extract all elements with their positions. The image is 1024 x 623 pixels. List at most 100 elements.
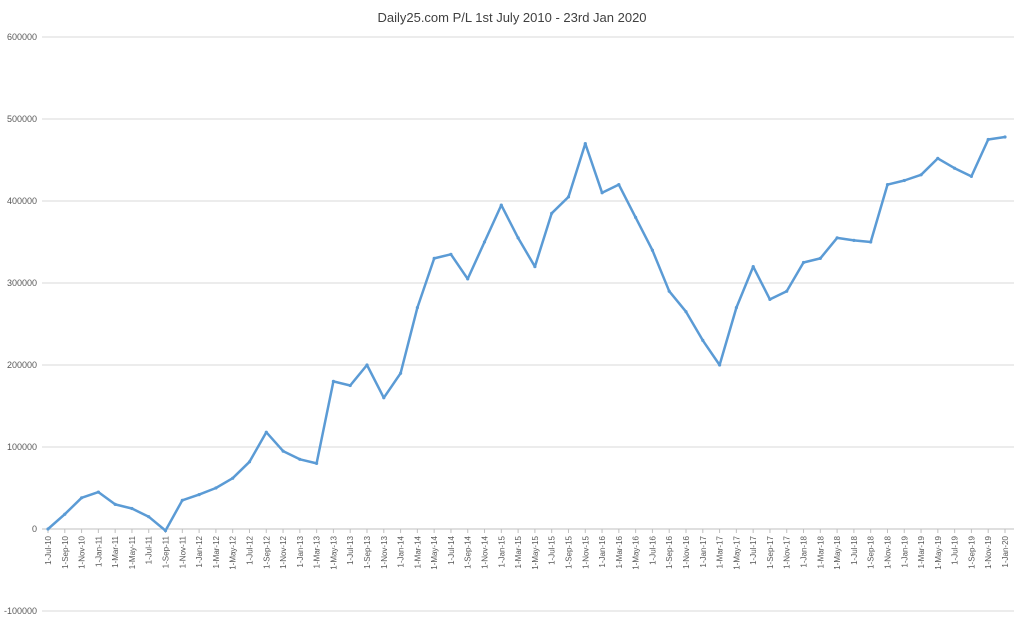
data-point [919, 173, 923, 177]
data-point [953, 166, 957, 170]
data-point [835, 236, 839, 240]
data-point [46, 527, 50, 531]
x-tick-label: 1-May-16 [632, 535, 641, 569]
x-tick-label: 1-Nov-10 [78, 535, 87, 568]
data-point [801, 260, 806, 265]
x-tick-label: 1-Jul-14 [447, 535, 456, 564]
x-tick-label: 1-Jul-12 [245, 535, 254, 564]
x-tick-label: 1-May-11 [128, 535, 137, 569]
x-axis-ticks: 1-Jul-10 1-Sep-10 1-Nov-10 1-Jan-11 1-Mar-11… [44, 529, 1010, 570]
x-tick-label: 1-Nov-15 [581, 535, 590, 568]
data-point [382, 396, 386, 400]
data-point [466, 277, 470, 281]
data-point [533, 265, 537, 269]
y-tick-label: 400000 [7, 196, 37, 206]
x-tick-label: 1-Jul-11 [145, 535, 154, 564]
data-point [365, 363, 369, 367]
x-tick-label: 1-Nov-11 [178, 535, 187, 568]
x-tick-label: 1-May-12 [229, 535, 238, 569]
y-tick-label: -100000 [4, 606, 37, 616]
data-point [449, 252, 453, 256]
data-point [516, 236, 520, 240]
data-point [852, 238, 856, 242]
series-layer [46, 135, 1007, 533]
x-tick-label: 1-Mar-12 [212, 535, 221, 568]
data-point [482, 240, 487, 244]
y-tick-label: 300000 [7, 278, 37, 288]
data-point [768, 297, 772, 301]
y-tick-label: 500000 [7, 114, 37, 124]
x-tick-label: 1-Jan-11 [94, 535, 103, 567]
x-tick-label: 1-Jul-15 [548, 535, 557, 564]
data-point [499, 203, 503, 207]
x-tick-label: 1-Sep-11 [162, 535, 171, 568]
data-point [684, 310, 688, 314]
data-point [885, 183, 890, 187]
data-point [550, 211, 554, 215]
data-point [281, 449, 285, 453]
x-tick-label: 1-Mar-11 [111, 535, 120, 567]
x-tick-label: 1-Sep-12 [262, 535, 271, 568]
data-point [331, 379, 335, 383]
data-point [113, 502, 117, 506]
x-tick-label: 1-Mar-18 [816, 535, 825, 568]
data-point [869, 240, 873, 244]
data-point [600, 191, 604, 195]
y-tick-label: 200000 [7, 360, 37, 370]
data-point [936, 156, 940, 160]
x-tick-label: 1-Sep-14 [464, 535, 473, 568]
x-tick-label: 1-Nov-19 [984, 535, 993, 568]
data-point [197, 493, 201, 497]
x-tick-label: 1-Mar-16 [615, 535, 624, 568]
data-point [734, 306, 739, 310]
data-point [298, 457, 302, 461]
gridlines [42, 36, 1014, 612]
data-point [1003, 135, 1007, 139]
x-tick-label: 1-Nov-12 [279, 535, 288, 568]
data-point [348, 383, 352, 388]
data-point [634, 215, 638, 219]
x-tick-label: 1-Jul-13 [346, 535, 355, 564]
x-tick-label: 1-Jan-14 [397, 535, 406, 567]
data-point [701, 338, 705, 342]
x-tick-label: 1-Jul-18 [850, 535, 859, 564]
x-tick-label: 1-Jul-19 [951, 535, 960, 564]
x-tick-label: 1-Jan-17 [699, 535, 708, 567]
x-tick-label: 1-Sep-18 [867, 535, 876, 568]
x-tick-label: 1-Nov-13 [380, 535, 389, 568]
x-tick-label: 1-Mar-14 [413, 535, 422, 568]
x-tick-label: 1-Jan-16 [598, 535, 607, 567]
data-point [415, 306, 419, 310]
data-point [315, 461, 319, 465]
data-point [231, 476, 235, 480]
x-tick-label: 1-May-17 [732, 535, 741, 569]
data-point [432, 256, 436, 260]
data-point [785, 289, 789, 293]
x-tick-label: 1-Jan-15 [497, 535, 506, 567]
x-tick-label: 1-May-14 [430, 535, 439, 569]
x-tick-label: 1-Jan-19 [900, 535, 909, 567]
data-point [902, 178, 906, 183]
series-line [47, 135, 1006, 532]
x-tick-label: 1-Jul-10 [44, 535, 53, 564]
data-point [264, 430, 268, 434]
data-point [818, 256, 822, 260]
x-tick-label: 1-May-19 [934, 535, 943, 569]
x-tick-label: 1-Nov-16 [682, 535, 691, 568]
y-tick-label: 600000 [7, 32, 37, 42]
data-point [751, 265, 755, 269]
x-tick-label: 1-Nov-14 [481, 535, 490, 568]
data-point [986, 137, 990, 142]
x-tick-label: 1-Sep-17 [766, 535, 775, 568]
data-point [617, 183, 621, 187]
x-tick-label: 1-May-15 [531, 535, 540, 569]
data-point [969, 174, 974, 178]
data-point [130, 506, 134, 511]
y-axis-ticks: 600000 500000 400000 300000 200000 100000 0 -10… [4, 32, 37, 616]
data-point [63, 512, 67, 516]
x-tick-label: 1-Mar-13 [313, 535, 322, 568]
x-tick-label: 1-Jan-12 [195, 535, 204, 567]
x-tick-label: 1-Jan-20 [1001, 535, 1010, 567]
data-point [583, 142, 587, 146]
